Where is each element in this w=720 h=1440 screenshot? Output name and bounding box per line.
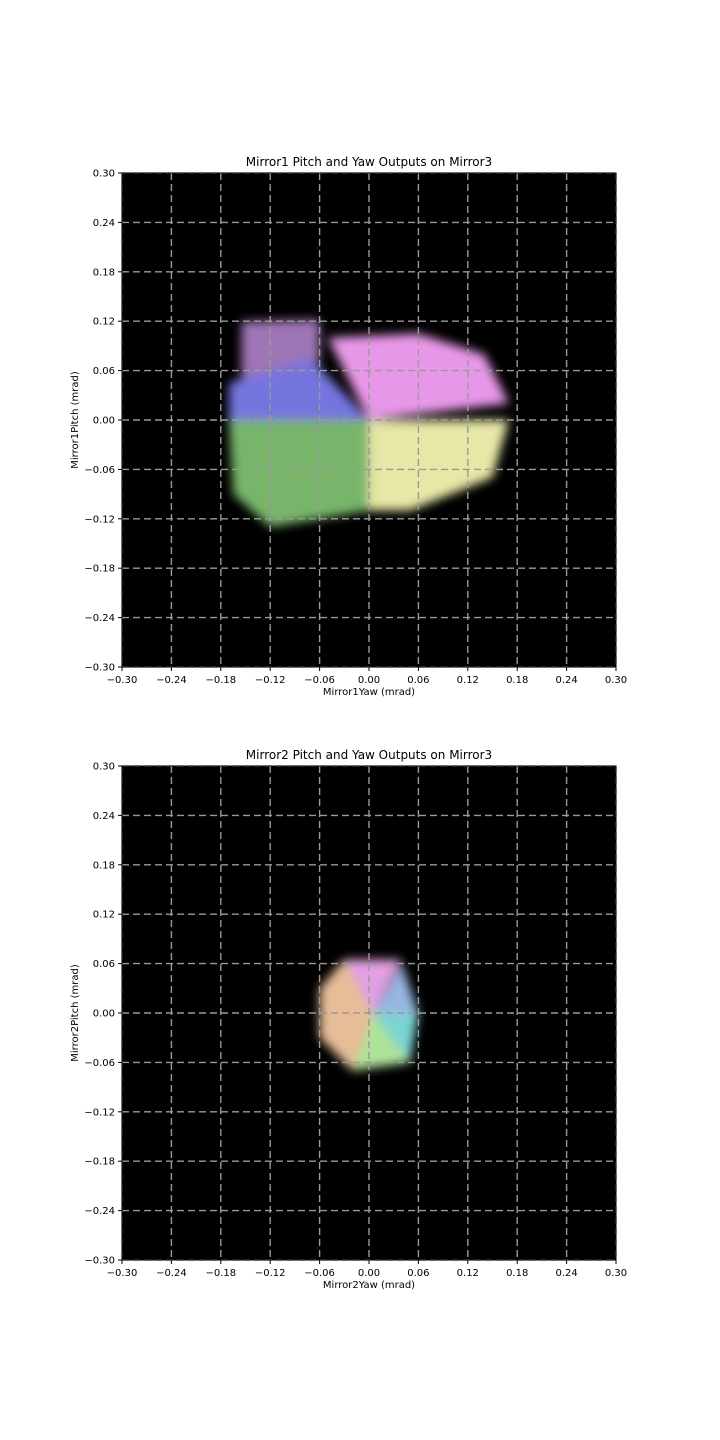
region-orange — [319, 959, 374, 1071]
tick-label-y: −0.12 — [84, 514, 115, 525]
tick-label-y: 0.18 — [93, 267, 115, 278]
tick-label-y: 0.18 — [93, 860, 115, 871]
tick-label-x: −0.12 — [255, 1268, 286, 1279]
tick-label-x: 0.06 — [407, 1268, 429, 1279]
tick-label-x: −0.06 — [304, 675, 335, 686]
tick-label-x: −0.30 — [107, 1268, 138, 1279]
region-pink — [344, 959, 402, 1013]
tick-label-y: 0.12 — [93, 910, 115, 921]
region-blue — [229, 358, 369, 429]
tick-label-x: −0.18 — [205, 1268, 236, 1279]
tick-label-y: −0.24 — [84, 613, 115, 624]
tick-label-y: −0.18 — [84, 564, 115, 575]
y-axis-label: Mirror1Pitch (mrad) — [70, 371, 81, 469]
tick-label-x: −0.06 — [304, 1268, 335, 1279]
tick-label-x: 0.12 — [457, 1268, 479, 1279]
plot-frame — [121, 172, 617, 668]
tick-label-x: −0.30 — [107, 675, 138, 686]
tick-label-y: 0.24 — [93, 218, 115, 229]
x-axis-label: Mirror1Yaw (mrad) — [323, 687, 415, 698]
tick-label-x: 0.24 — [555, 675, 577, 686]
tick-label-y: 0.00 — [93, 416, 115, 427]
tick-label-y: −0.12 — [84, 1107, 115, 1118]
tick-label-x: 0.18 — [506, 1268, 528, 1279]
plot-mirror1: −0.30 −0.24 −0.18 −0.12 −0.06 0.00 0.06 0.12 0.1… — [70, 155, 627, 698]
data-image — [319, 959, 419, 1071]
tick-label-x: 0.06 — [407, 675, 429, 686]
tick-label-x: 0.00 — [358, 675, 380, 686]
tick-label-y: −0.30 — [84, 663, 115, 674]
region-green — [352, 1013, 411, 1071]
tick-label-x: 0.12 — [457, 675, 479, 686]
tick-label-x: 0.30 — [605, 675, 627, 686]
tick-label-x: 0.24 — [555, 1268, 577, 1279]
tick-label-y: 0.30 — [93, 169, 115, 180]
tick-label-y: −0.18 — [84, 1157, 115, 1168]
tick-label-x: −0.18 — [205, 675, 236, 686]
y-axis-label: Mirror2Pitch (mrad) — [70, 964, 81, 1062]
plot-mirror2: −0.30 −0.24 −0.18 −0.12 −0.06 0.00 0.06 0.12 0.1… — [70, 748, 627, 1291]
region-cyan — [373, 1013, 419, 1063]
tick-label-x: 0.30 — [605, 1268, 627, 1279]
region-blue — [373, 963, 419, 1013]
data-image — [229, 319, 509, 528]
tick-label-y: 0.12 — [93, 317, 115, 328]
chart-title: Mirror1 Pitch and Yaw Outputs on Mirror3 — [246, 155, 492, 169]
tick-label-y: −0.24 — [84, 1206, 115, 1217]
tick-label-x: 0.18 — [506, 675, 528, 686]
tick-label-y: 0.00 — [93, 1009, 115, 1020]
chart-title: Mirror2 Pitch and Yaw Outputs on Mirror3 — [246, 748, 492, 762]
tick-label-y: −0.30 — [84, 1256, 115, 1267]
x-axis-label: Mirror2Yaw (mrad) — [323, 1280, 415, 1291]
tick-label-x: −0.24 — [156, 1268, 187, 1279]
region-yellow — [369, 420, 509, 511]
tick-label-y: 0.24 — [93, 811, 115, 822]
region-green — [229, 420, 369, 528]
tick-label-x: −0.12 — [255, 675, 286, 686]
tick-label-y: −0.06 — [84, 465, 115, 476]
plot-frame — [121, 765, 617, 1261]
tick-label-y: 0.30 — [93, 762, 115, 773]
tick-label-x: −0.24 — [156, 675, 187, 686]
tick-label-y: −0.06 — [84, 1058, 115, 1069]
tick-label-x: 0.00 — [358, 1268, 380, 1279]
tick-label-y: 0.06 — [93, 959, 115, 970]
tick-label-y: 0.06 — [93, 366, 115, 377]
